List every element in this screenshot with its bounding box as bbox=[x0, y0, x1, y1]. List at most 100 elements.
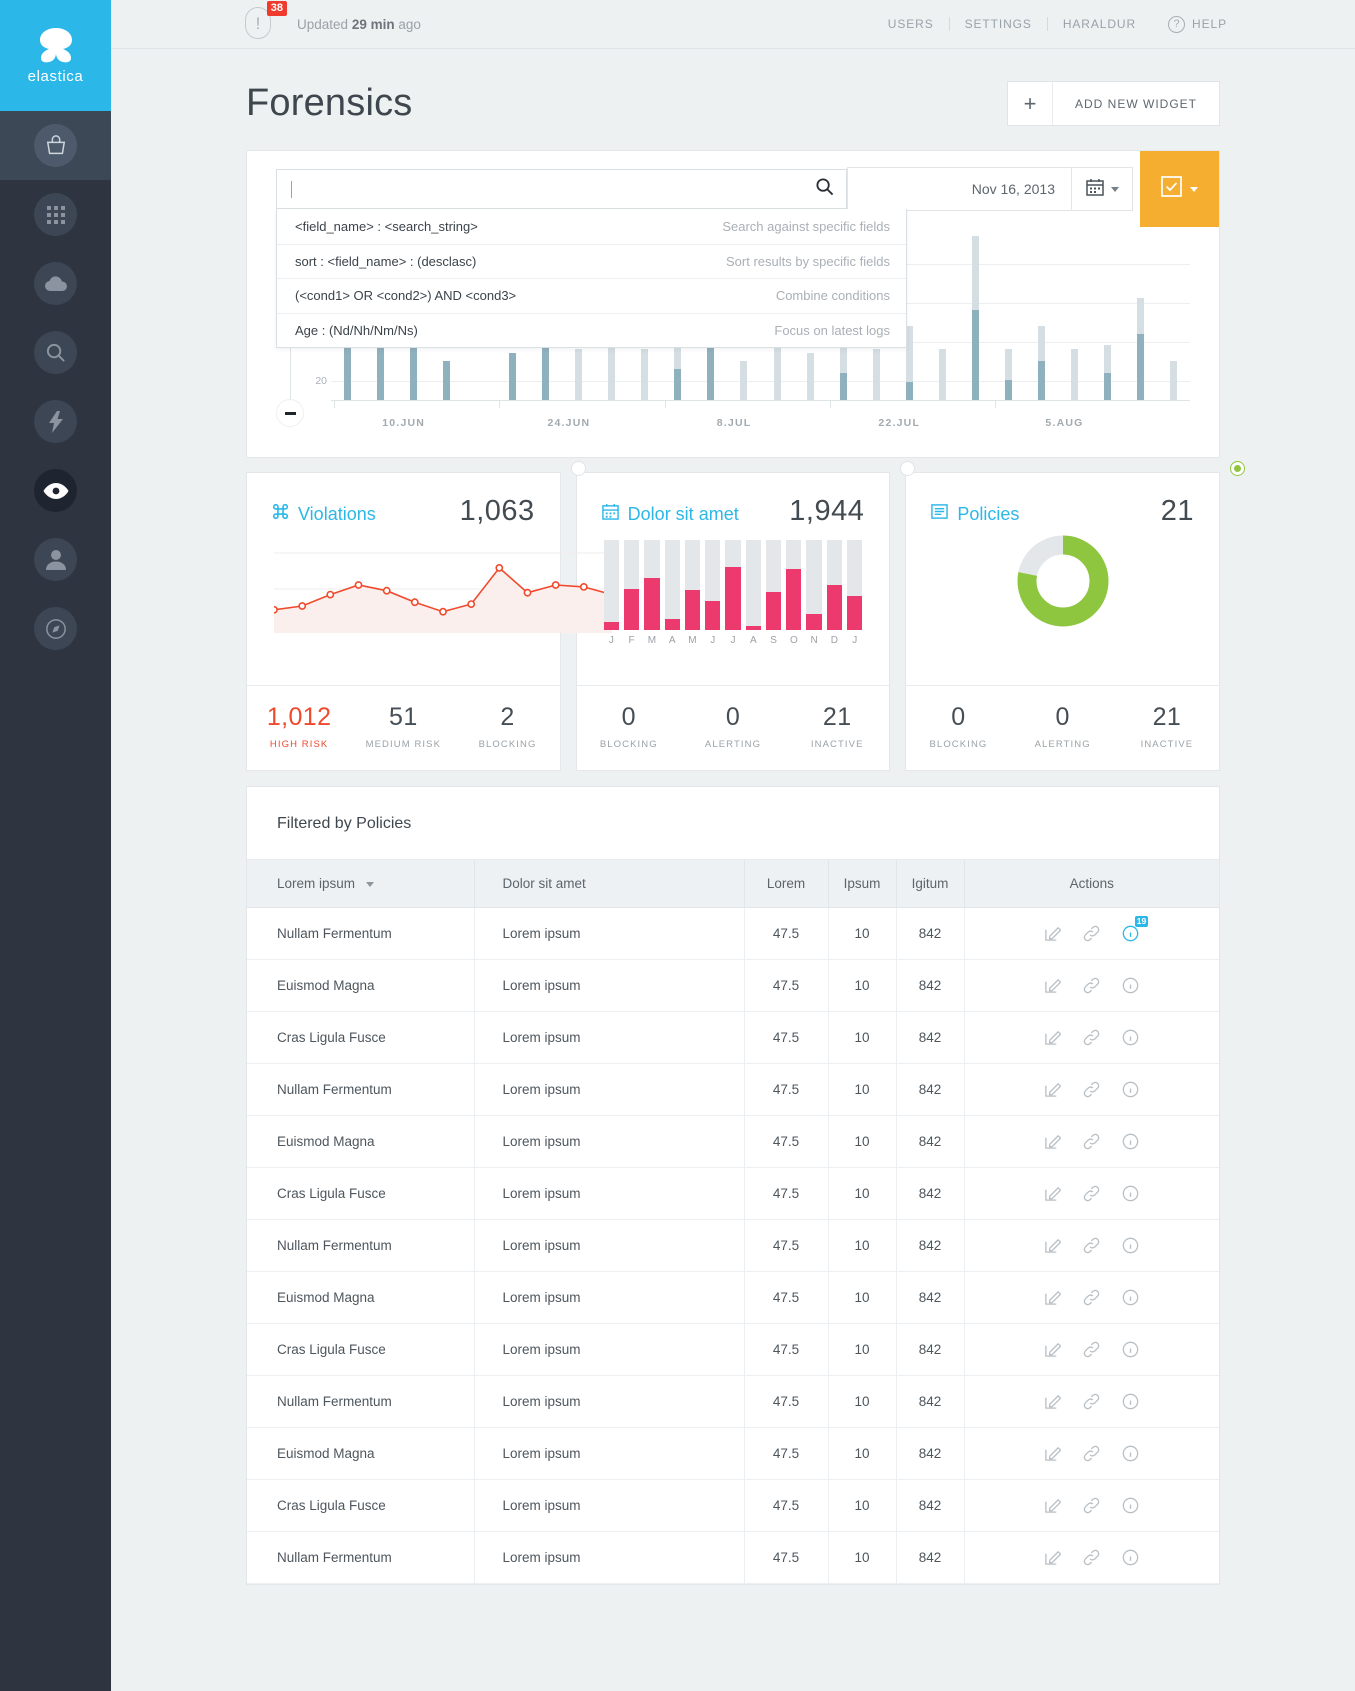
search-icon[interactable] bbox=[815, 177, 834, 201]
suggestion-item[interactable]: (<cond1> OR <cond2>) AND <cond3> Combine… bbox=[277, 278, 906, 313]
suggestion-item[interactable]: <field_name> : <search_string> Search ag… bbox=[277, 209, 906, 244]
add-new-widget-button[interactable]: + ADD NEW WIDGET bbox=[1007, 81, 1220, 126]
edit-icon[interactable] bbox=[1044, 1081, 1062, 1098]
table-row[interactable]: Euismod Magna Lorem ipsum 47.5 10 842 bbox=[247, 959, 1219, 1012]
chart-bar[interactable] bbox=[740, 360, 748, 400]
table-row[interactable]: Euismod Magna Lorem ipsum 47.5 10 842 bbox=[247, 1115, 1219, 1168]
chart-bar[interactable] bbox=[707, 298, 715, 400]
info-icon[interactable] bbox=[1122, 1445, 1139, 1462]
chart-bar[interactable] bbox=[773, 343, 781, 400]
mini-bar[interactable] bbox=[664, 540, 680, 630]
info-icon[interactable] bbox=[1122, 1081, 1139, 1098]
alert-indicator[interactable]: ! 38 bbox=[245, 1, 287, 41]
link-icon[interactable] bbox=[1083, 1445, 1100, 1462]
mini-bar[interactable] bbox=[623, 540, 640, 630]
widget-status-dot[interactable] bbox=[570, 461, 586, 476]
info-icon[interactable] bbox=[1122, 1237, 1139, 1254]
mini-bar[interactable] bbox=[603, 540, 619, 630]
chart-bar[interactable] bbox=[1136, 298, 1144, 400]
edit-icon[interactable] bbox=[1044, 1029, 1062, 1046]
link-icon[interactable] bbox=[1083, 1549, 1100, 1566]
edit-icon[interactable] bbox=[1044, 1497, 1062, 1514]
mini-bar[interactable] bbox=[847, 540, 863, 630]
help-button[interactable]: ? HELP bbox=[1151, 15, 1227, 33]
mini-bar[interactable] bbox=[725, 540, 741, 630]
column-header-ipsum[interactable]: Ipsum bbox=[828, 860, 897, 908]
widget-status-dot[interactable] bbox=[1230, 461, 1246, 476]
info-icon[interactable] bbox=[1122, 1185, 1139, 1202]
widget-status-dot[interactable] bbox=[900, 461, 916, 476]
column-header-igitum[interactable]: Igitum bbox=[896, 860, 965, 908]
chart-bar[interactable] bbox=[1004, 349, 1012, 400]
search-input-wrapper[interactable] bbox=[276, 169, 847, 209]
chart-bar[interactable] bbox=[641, 349, 649, 400]
info-icon[interactable] bbox=[1122, 1393, 1139, 1410]
chart-bar[interactable] bbox=[674, 345, 682, 400]
nav-item-settings[interactable]: SETTINGS bbox=[964, 17, 1032, 31]
sidebar-item-audit[interactable] bbox=[0, 111, 111, 180]
table-row[interactable]: Nullam Fermentum Lorem ipsum 47.5 10 842 bbox=[247, 1375, 1219, 1428]
column-header-lorem[interactable]: Lorem bbox=[744, 860, 829, 908]
chart-bar[interactable] bbox=[575, 349, 583, 400]
chart-bar[interactable] bbox=[839, 306, 847, 400]
table-row[interactable]: Euismod Magna Lorem ipsum 47.5 10 842 bbox=[247, 1271, 1219, 1324]
link-icon[interactable] bbox=[1083, 1497, 1100, 1514]
brand-logo[interactable]: elastica bbox=[0, 0, 111, 111]
bulk-action-button[interactable] bbox=[1140, 151, 1219, 227]
chart-bar[interactable] bbox=[509, 353, 517, 400]
sidebar-item-apps[interactable] bbox=[0, 180, 111, 249]
table-row[interactable]: Cras Ligula Fusce Lorem ipsum 47.5 10 842 bbox=[247, 1479, 1219, 1532]
suggestion-item[interactable]: sort : <field_name> : (desclasc) Sort re… bbox=[277, 243, 906, 279]
link-icon[interactable] bbox=[1083, 977, 1100, 994]
mini-bar[interactable] bbox=[826, 540, 843, 630]
date-range-field[interactable]: Nov 16, 2013 bbox=[847, 167, 1071, 211]
nav-item-account[interactable]: HARALDUR bbox=[1062, 17, 1137, 31]
edit-icon[interactable] bbox=[1044, 1237, 1062, 1254]
sidebar-item-users[interactable] bbox=[0, 525, 111, 594]
edit-icon[interactable] bbox=[1044, 925, 1062, 942]
chart-bar[interactable] bbox=[608, 325, 616, 400]
mini-bar[interactable] bbox=[745, 540, 761, 630]
edit-icon[interactable] bbox=[1044, 1445, 1062, 1462]
mini-bar[interactable] bbox=[684, 540, 701, 630]
sidebar-item-search[interactable] bbox=[0, 318, 111, 387]
link-icon[interactable] bbox=[1083, 1133, 1100, 1150]
edit-icon[interactable] bbox=[1044, 977, 1062, 994]
mini-bar[interactable] bbox=[644, 540, 660, 630]
table-row[interactable]: Euismod Magna Lorem ipsum 47.5 10 842 bbox=[247, 1427, 1219, 1480]
chart-bar[interactable] bbox=[1037, 325, 1045, 400]
suggestion-item[interactable]: Age : (Nd/Nh/Nm/Ns) Focus on latest logs bbox=[277, 312, 906, 348]
column-header-desc[interactable]: Dolor sit amet bbox=[474, 860, 745, 908]
chart-bar[interactable] bbox=[443, 360, 451, 400]
sidebar-item-explore[interactable] bbox=[0, 594, 111, 663]
sidebar-item-forensics[interactable] bbox=[0, 456, 111, 525]
link-icon[interactable] bbox=[1083, 1185, 1100, 1202]
link-icon[interactable] bbox=[1083, 1029, 1100, 1046]
chart-bar[interactable] bbox=[971, 235, 979, 400]
chart-bar[interactable] bbox=[1169, 360, 1177, 400]
edit-icon[interactable] bbox=[1044, 1133, 1062, 1150]
edit-icon[interactable] bbox=[1044, 1393, 1062, 1410]
link-icon[interactable] bbox=[1083, 1393, 1100, 1410]
column-header-name[interactable]: Lorem ipsum bbox=[247, 860, 475, 908]
help-label[interactable]: HELP bbox=[1192, 17, 1227, 31]
chart-bar[interactable] bbox=[1103, 345, 1111, 400]
info-icon[interactable] bbox=[1122, 1029, 1139, 1046]
zoom-out-button[interactable] bbox=[276, 399, 304, 427]
chart-bar[interactable] bbox=[377, 345, 385, 400]
link-icon[interactable] bbox=[1083, 1289, 1100, 1306]
info-icon[interactable] bbox=[1122, 1341, 1139, 1358]
calendar-picker-button[interactable] bbox=[1071, 167, 1133, 211]
chart-bar[interactable] bbox=[872, 349, 880, 400]
table-row[interactable]: Cras Ligula Fusce Lorem ipsum 47.5 10 842 bbox=[247, 1011, 1219, 1064]
link-icon[interactable] bbox=[1083, 1341, 1100, 1358]
edit-icon[interactable] bbox=[1044, 1185, 1062, 1202]
table-row[interactable]: Nullam Fermentum Lorem ipsum 47.5 10 842 bbox=[247, 1219, 1219, 1272]
info-icon[interactable] bbox=[1122, 1549, 1139, 1566]
sidebar-item-cloud[interactable] bbox=[0, 249, 111, 318]
edit-icon[interactable] bbox=[1044, 1341, 1062, 1358]
info-icon[interactable] bbox=[1122, 1133, 1139, 1150]
chart-bar[interactable] bbox=[905, 325, 913, 400]
link-icon[interactable] bbox=[1083, 925, 1100, 942]
chart-bar[interactable] bbox=[806, 353, 814, 400]
